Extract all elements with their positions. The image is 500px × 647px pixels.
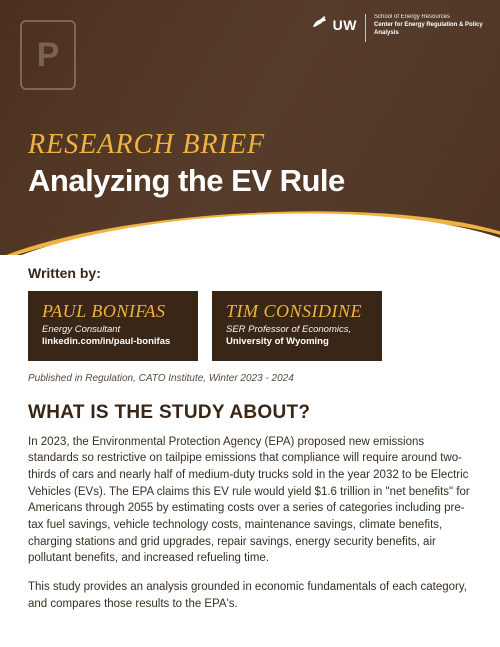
author-name: PAUL BONIFAS (42, 301, 184, 322)
published-line: Published in Regulation, CATO Institute,… (28, 373, 472, 384)
hero-text: RESEARCH BRIEF Analyzing the EV Rule (28, 129, 345, 199)
author-role: SER Professor of Economics, (226, 324, 368, 336)
author-card-1: PAUL BONIFAS Energy Consultant linkedin.… (28, 291, 198, 361)
authors-row: PAUL BONIFAS Energy Consultant linkedin.… (28, 291, 472, 361)
author-name: TIM CONSIDINE (226, 301, 368, 322)
body-content: Written by: PAUL BONIFAS Energy Consulta… (0, 255, 500, 644)
author-link: linkedin.com/in/paul-bonifas (42, 336, 184, 348)
paragraph-1: In 2023, the Environmental Protection Ag… (28, 434, 472, 567)
logo-line1: School of Energy Resources (374, 14, 484, 22)
author-card-2: TIM CONSIDINE SER Professor of Economics… (212, 291, 382, 361)
section-title: WHAT IS THE STUDY ABOUT? (28, 402, 472, 424)
hero-banner: P UW School of Energy Resources Center f… (0, 0, 500, 255)
uw-logo: UW (311, 14, 357, 35)
written-by-label: Written by: (28, 265, 472, 281)
logo-subtitle: School of Energy Resources Center for En… (374, 14, 484, 37)
headline: Analyzing the EV Rule (28, 163, 345, 199)
wave-accent (0, 197, 500, 255)
author-role: Energy Consultant (42, 324, 184, 336)
bucking-horse-icon (311, 14, 329, 35)
paragraph-2: This study provides an analysis grounded… (28, 579, 472, 612)
logo-block: UW School of Energy Resources Center for… (311, 14, 484, 42)
parking-sign-decor: P (20, 20, 76, 90)
logo-line2: Center for Energy Regulation & Policy An… (374, 22, 484, 38)
uw-wordmark: UW (333, 17, 357, 33)
logo-divider (365, 14, 366, 42)
author-link: University of Wyoming (226, 336, 368, 348)
kicker: RESEARCH BRIEF (28, 129, 345, 161)
